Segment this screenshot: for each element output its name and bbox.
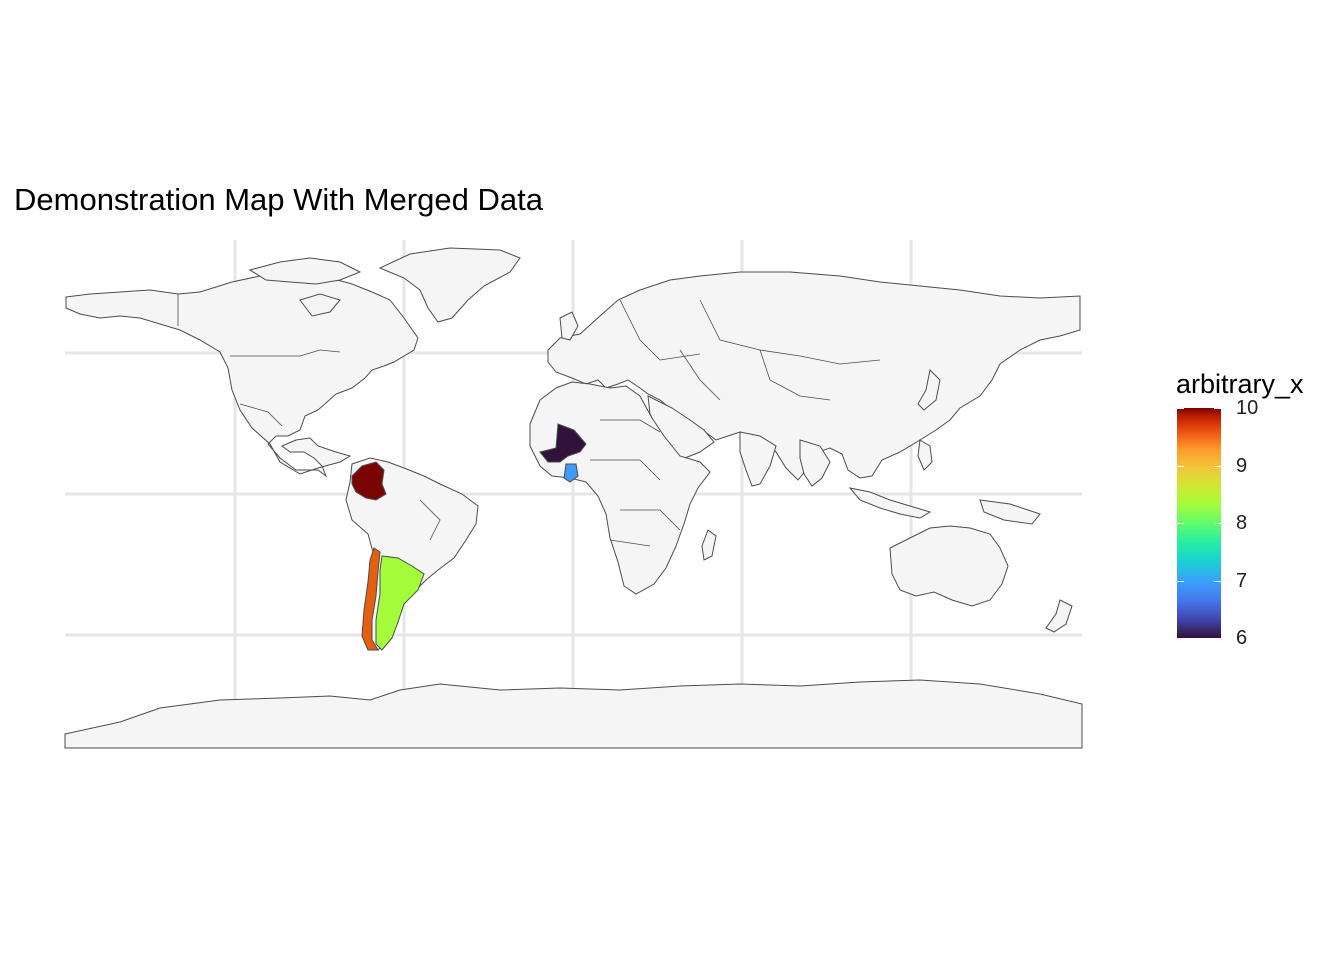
land [64, 247, 1083, 749]
region-chile [361, 547, 381, 651]
region-colombia [351, 461, 387, 501]
legend-tick-mark [1177, 638, 1184, 639]
legend-tick-label: 8 [1236, 512, 1248, 534]
legend-tick-mark [1177, 580, 1184, 582]
legend-tick-label: 9 [1236, 454, 1248, 477]
legend-tick-mark [1177, 523, 1184, 524]
north-america-shape [65, 267, 419, 478]
australia-shape [889, 525, 1009, 607]
region-argentina [375, 555, 425, 651]
arctic-islands-shape [248, 257, 362, 285]
legend-tick-mark [1177, 408, 1184, 409]
antarctica-shape [64, 679, 1083, 749]
legend-colorbar [1177, 408, 1221, 638]
eurasia-shape [547, 271, 1081, 481]
data-regions [351, 423, 587, 651]
legend-tick-mark [1214, 408, 1221, 409]
legend-title: arbitrary_x [1176, 369, 1304, 399]
map-title: Demonstration Map With Merged Data [14, 182, 543, 217]
region-ghana [563, 463, 579, 483]
legend-tick-label: 10 [1236, 397, 1259, 419]
legend-tick-mark [1214, 580, 1221, 582]
legend-tick-label: 7 [1236, 569, 1248, 592]
region-mali [539, 423, 587, 463]
legend-tick-mark [1214, 523, 1221, 524]
legend-tick-mark [1214, 465, 1221, 467]
legend-tick-mark [1177, 465, 1184, 467]
legend-tick-mark [1214, 638, 1221, 639]
legend-tick-label: 6 [1236, 627, 1248, 649]
greenland-shape [378, 247, 521, 323]
country-borders [177, 294, 881, 547]
